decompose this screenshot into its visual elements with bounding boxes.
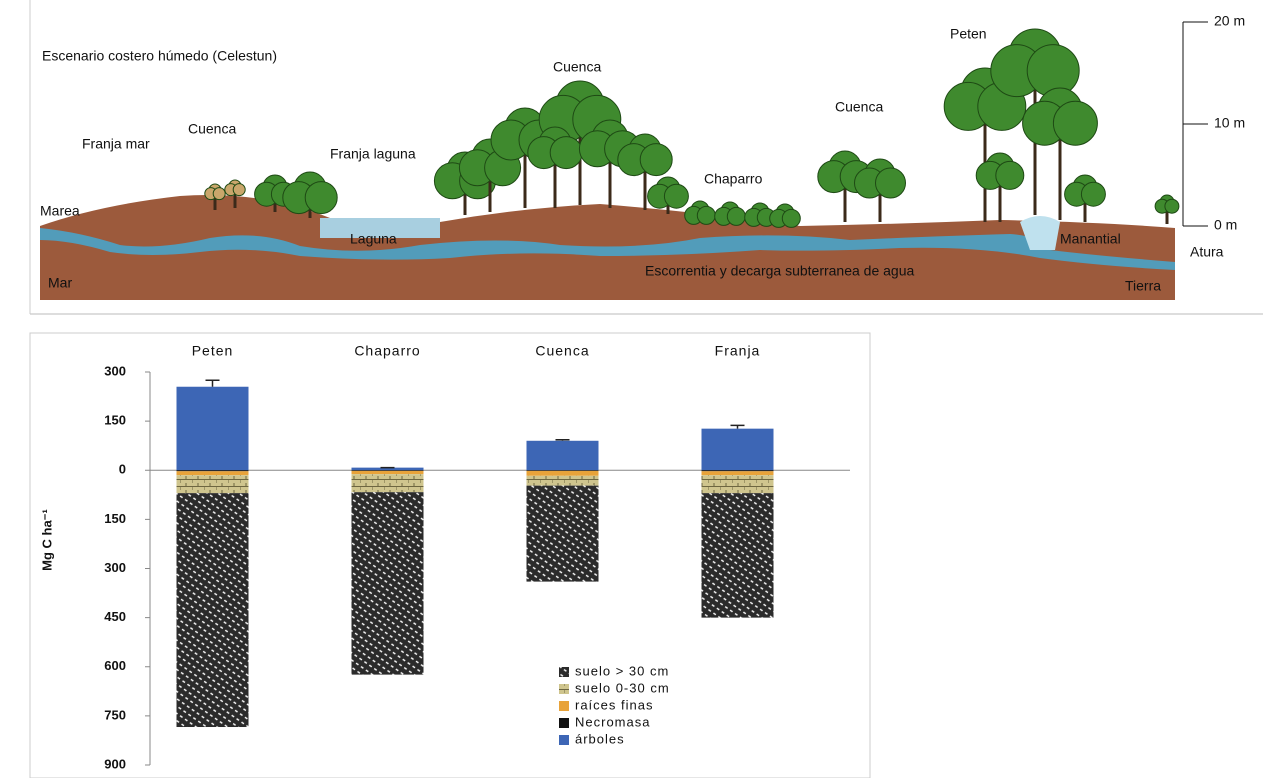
bar-segment (526, 485, 599, 582)
error-bar (555, 439, 570, 441)
bar-segment (176, 493, 249, 728)
zone-label: Marea (40, 203, 80, 219)
water-flow (40, 228, 1175, 270)
zone-label: Tierra (1125, 278, 1161, 294)
y-tick-label: 750 (104, 707, 126, 722)
bar-segment (351, 492, 424, 675)
scale-tick-label: 20 m (1214, 13, 1245, 29)
tree-crown (663, 183, 689, 209)
zone-label: Cuenca (835, 99, 883, 115)
tree-crown (304, 181, 338, 215)
legend-label: árboles (575, 731, 625, 746)
scale-tick-label: 10 m (1214, 115, 1245, 131)
legend-label: suelo 0-30 cm (575, 680, 670, 695)
y-tick-label: 600 (104, 658, 126, 673)
bar-segment (176, 470, 249, 472)
tree-crown (212, 187, 226, 201)
bar-segment (526, 470, 599, 471)
zone-label: Peten (950, 26, 987, 42)
tree-crown (875, 167, 906, 199)
y-axis-label: Mg C ha⁻¹ (39, 509, 54, 571)
zone-label: Chaparro (704, 171, 763, 187)
legend-swatch (559, 718, 569, 728)
spring (1020, 216, 1060, 250)
bar-segment (176, 471, 249, 476)
x-tick-label: Peten (192, 343, 234, 359)
tree-crown (639, 143, 673, 177)
bar-segment (351, 470, 424, 475)
bar-segment (701, 471, 774, 476)
y-tick-label: 150 (104, 413, 126, 428)
legend-swatch (559, 735, 569, 745)
legend-swatch (559, 667, 569, 677)
legend-label: raíces finas (575, 697, 653, 712)
legend-label: Necromasa (575, 714, 650, 729)
tree-crown (549, 136, 583, 170)
tree-crown (1164, 198, 1180, 214)
zone-label: Mar (48, 275, 72, 291)
tree-crown (232, 183, 246, 197)
bar-segment (701, 428, 774, 471)
bar-segment (351, 470, 424, 471)
x-tick-label: Chaparro (354, 343, 420, 359)
zone-label: Manantial (1060, 231, 1121, 247)
bar-segment (526, 470, 599, 476)
tree-crown (1052, 100, 1098, 146)
x-tick-label: Franja (715, 343, 761, 359)
bar-segment (701, 493, 774, 618)
scale-tick-label: 0 m (1214, 217, 1237, 233)
bar-segment (526, 440, 599, 471)
bar-segment (701, 470, 774, 472)
bar-segment (701, 475, 774, 494)
zone-label: Cuenca (553, 59, 601, 75)
tree-crown (726, 206, 746, 226)
y-tick-label: 0 (119, 462, 126, 477)
zone-label: Franja laguna (330, 146, 416, 162)
diagram: Escenario costero húmedo (Celestun) Fran… (29, 0, 1263, 315)
y-tick-label: 300 (104, 363, 126, 378)
error-bar (205, 379, 220, 387)
tree-crown (781, 208, 801, 228)
tree-crown (1080, 181, 1106, 207)
zone-label: Laguna (350, 231, 397, 247)
legend-label: suelo > 30 cm (575, 663, 669, 678)
zone-label: Escorrentia y decarga subterranea de agu… (645, 263, 914, 279)
y-tick-label: 450 (104, 609, 126, 624)
y-tick-label: 300 (104, 560, 126, 575)
lagoon (320, 218, 440, 238)
error-bar (730, 424, 745, 429)
bar-segment (351, 474, 424, 493)
tree-crown (696, 205, 716, 225)
y-tick-label: 150 (104, 511, 126, 526)
zone-label: Franja mar (82, 136, 150, 152)
bar-segment (351, 467, 424, 471)
legend-swatch (559, 684, 569, 694)
bar-segment (526, 475, 599, 486)
bar-segment (176, 386, 249, 471)
diagram-title: Escenario costero húmedo (Celestun) (42, 48, 277, 64)
bar-segment (176, 475, 249, 494)
legend-swatch (559, 701, 569, 711)
tree-crown (995, 160, 1025, 190)
zone-label: Cuenca (188, 121, 236, 137)
scale-label: Atura (1190, 244, 1224, 260)
x-tick-label: Cuenca (535, 343, 589, 359)
y-tick-label: 900 (104, 756, 126, 771)
